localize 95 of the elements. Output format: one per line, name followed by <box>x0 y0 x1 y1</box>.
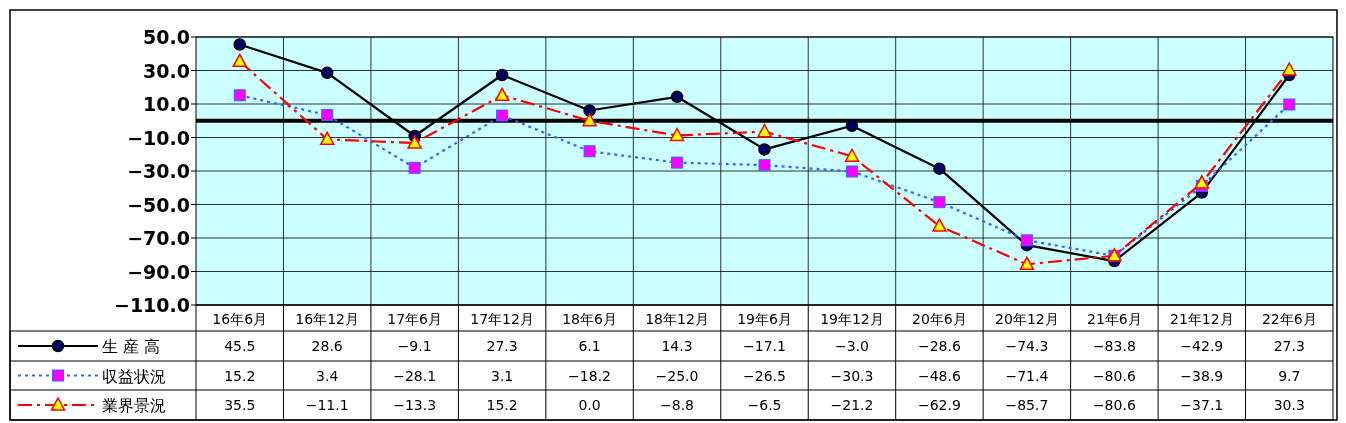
point <box>408 161 421 174</box>
data-label: 15.2 <box>224 367 256 384</box>
x-tick-label: 21年12月 <box>1169 311 1234 327</box>
legend-label: 収益状況 <box>102 366 166 386</box>
y-tick-label: −50.0 <box>127 193 190 216</box>
data-label: −38.9 <box>1180 367 1224 384</box>
data-label: 6.1 <box>578 338 601 354</box>
data-label: 30.3 <box>1273 397 1305 413</box>
point <box>1019 256 1035 271</box>
point <box>1282 62 1297 76</box>
point <box>670 90 684 104</box>
data-label: 35.5 <box>224 397 256 413</box>
point <box>1194 175 1210 189</box>
y-tick-label: −90.0 <box>127 260 190 283</box>
x-tick-label: 16年12月 <box>295 311 360 327</box>
data-label: −17.1 <box>743 338 786 354</box>
point <box>1283 98 1296 111</box>
data-label: −28.1 <box>393 367 437 384</box>
data-label: −6.5 <box>747 397 782 413</box>
data-label: −8.8 <box>660 397 695 413</box>
point <box>669 127 685 142</box>
legend-label: 生 産 高 <box>102 337 161 356</box>
data-label: 15.2 <box>486 397 518 413</box>
data-label: −18.2 <box>568 367 612 384</box>
data-label: −37.1 <box>1180 397 1224 413</box>
point <box>583 145 596 158</box>
data-label: −42.9 <box>1180 338 1224 354</box>
x-tick-label: 20年12月 <box>995 311 1059 327</box>
y-tick-label: −30.0 <box>127 160 190 182</box>
data-label: −48.6 <box>917 367 961 384</box>
data-label: −71.4 <box>1005 367 1049 384</box>
x-tick-label: 20年6月 <box>912 311 967 327</box>
data-label: −85.7 <box>1005 397 1049 413</box>
data-label: −62.9 <box>917 397 961 413</box>
point <box>758 143 771 156</box>
point <box>496 109 509 122</box>
point <box>320 66 334 80</box>
data-label: −13.3 <box>393 397 437 413</box>
data-label: −3.0 <box>834 338 869 354</box>
point <box>233 89 246 102</box>
x-tick-label: 17年6月 <box>387 311 443 327</box>
data-label: −26.5 <box>743 367 786 384</box>
x-tick-label: 21年6月 <box>1086 311 1142 327</box>
data-label: 3.4 <box>316 367 339 384</box>
legend-label: 業界景況 <box>102 396 166 415</box>
x-tick-label: 19年12月 <box>820 311 884 327</box>
y-tick-label: 30.0 <box>143 59 190 82</box>
data-label: −25.0 <box>655 367 699 384</box>
data-label: −11.1 <box>305 397 349 413</box>
data-label: −9.1 <box>397 338 432 354</box>
point <box>232 53 247 68</box>
data-label: −30.3 <box>830 367 874 384</box>
data-label: 3.1 <box>490 367 514 384</box>
x-tick-label: 18年12月 <box>645 311 709 327</box>
data-label: 27.3 <box>486 338 518 354</box>
data-label: 27.3 <box>1273 338 1305 354</box>
data-label: −21.2 <box>830 397 874 413</box>
x-tick-label: 22年6月 <box>1261 311 1317 327</box>
point <box>758 159 771 172</box>
point <box>321 109 334 122</box>
data-label: −28.6 <box>917 338 961 354</box>
point <box>494 87 510 102</box>
y-tick-label: −10.0 <box>127 126 190 149</box>
point <box>407 135 422 149</box>
y-tick-label: −70.0 <box>127 227 190 249</box>
data-label: −74.3 <box>1005 338 1049 354</box>
data-label: −80.6 <box>1092 397 1136 413</box>
x-tick-label: 18年6月 <box>562 311 617 327</box>
data-label: 14.3 <box>661 338 693 354</box>
y-tick-label: 10.0 <box>143 93 190 115</box>
data-label: −80.6 <box>1092 367 1136 384</box>
data-label: 0.0 <box>578 397 601 413</box>
x-tick-label: 19年6月 <box>737 311 792 327</box>
point <box>845 119 859 133</box>
point <box>845 165 858 178</box>
data-label: −83.8 <box>1092 338 1136 354</box>
point <box>932 218 947 232</box>
point <box>582 113 597 127</box>
point <box>844 148 860 163</box>
y-tick-label: −110.0 <box>113 294 190 316</box>
point <box>495 68 509 82</box>
point <box>933 162 946 175</box>
data-label: 45.5 <box>224 338 256 354</box>
point <box>933 196 946 209</box>
point <box>1020 234 1033 247</box>
point <box>233 38 246 51</box>
point <box>319 131 335 146</box>
data-label: 28.6 <box>311 338 343 354</box>
point <box>583 104 596 117</box>
x-tick-label: 17年12月 <box>470 311 534 327</box>
y-tick-label: 50.0 <box>143 26 190 48</box>
point <box>757 123 772 138</box>
point <box>671 156 684 169</box>
data-label: 9.7 <box>1278 367 1301 384</box>
x-tick-label: 16年6月 <box>212 311 268 327</box>
